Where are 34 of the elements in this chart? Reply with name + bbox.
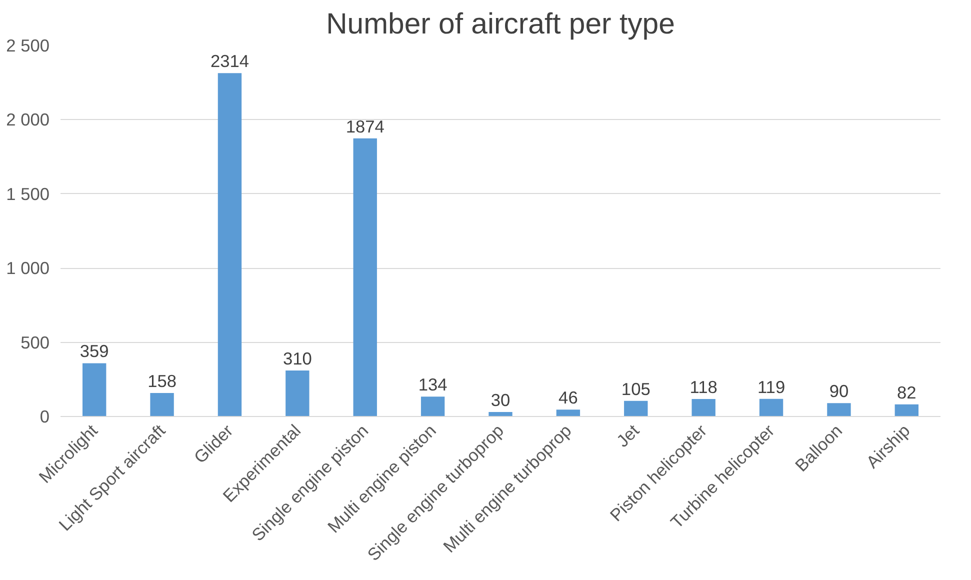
bar bbox=[488, 412, 512, 416]
bar bbox=[556, 410, 580, 416]
bar bbox=[286, 370, 310, 416]
y-tick-label: 500 bbox=[20, 332, 50, 352]
data-label: 82 bbox=[897, 382, 916, 402]
data-label: 1874 bbox=[346, 116, 385, 136]
bar bbox=[894, 404, 918, 416]
data-label: 105 bbox=[621, 378, 650, 399]
y-tick-label: 2 000 bbox=[6, 110, 50, 130]
y-tick-label: 1 000 bbox=[6, 258, 50, 278]
data-label: 359 bbox=[80, 341, 109, 362]
data-label: 30 bbox=[490, 390, 510, 410]
x-tick-label: Jet bbox=[612, 420, 644, 451]
bar bbox=[759, 398, 784, 416]
bar bbox=[692, 398, 716, 416]
bar bbox=[420, 396, 445, 416]
bar bbox=[218, 73, 242, 416]
y-tick-label: 2 500 bbox=[6, 36, 50, 56]
chart-title: Number of aircraft per type bbox=[326, 8, 675, 40]
bar bbox=[624, 400, 648, 416]
data-label: 90 bbox=[829, 381, 849, 402]
bar bbox=[150, 393, 174, 416]
data-label: 46 bbox=[558, 388, 578, 408]
data-label: 119 bbox=[757, 376, 786, 397]
bar bbox=[82, 363, 106, 416]
data-label: 134 bbox=[418, 374, 448, 395]
bar bbox=[827, 403, 851, 416]
data-label: 158 bbox=[148, 371, 177, 392]
data-label: 310 bbox=[282, 348, 312, 368]
data-label: 118 bbox=[690, 376, 718, 397]
data-label: 2314 bbox=[210, 51, 250, 72]
bar bbox=[353, 138, 377, 416]
y-tick-label: 0 bbox=[40, 406, 50, 426]
y-tick-label: 1 500 bbox=[6, 184, 50, 204]
